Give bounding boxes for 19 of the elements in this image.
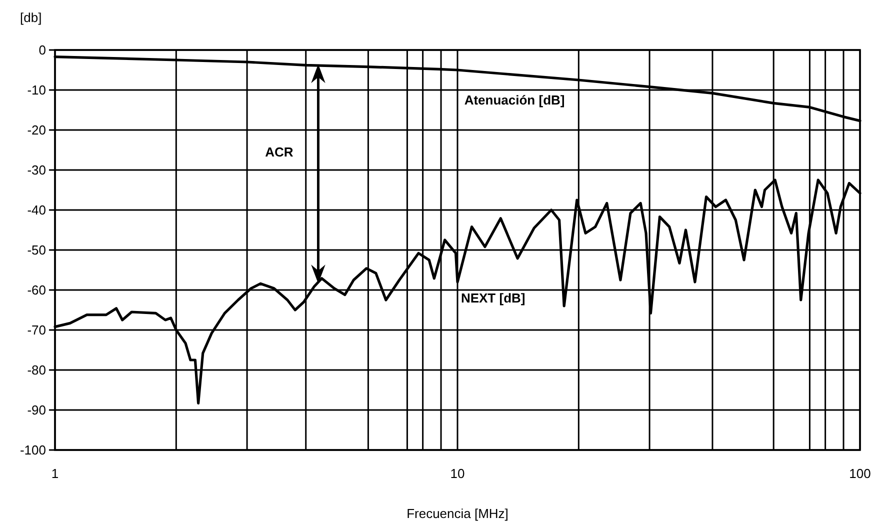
y-tick-label: -100 — [20, 442, 46, 458]
y-tick-label: -20 — [27, 122, 46, 138]
series-label: NEXT [dB] — [460, 290, 526, 306]
y-tick-label: -10 — [27, 82, 46, 98]
x-tick-label: 1 — [51, 466, 59, 481]
y-tick-label: 0 — [38, 42, 46, 58]
annotation: ACR — [265, 144, 294, 160]
y-tick-label: -60 — [27, 282, 46, 298]
series-label: Atenuación [dB] — [464, 92, 565, 108]
y-tick-label: -30 — [27, 162, 46, 178]
x-axis-title: Frecuencia [MHz] — [406, 506, 508, 521]
y-tick-label: -70 — [27, 322, 46, 338]
y-axis-title: [db] — [20, 10, 42, 25]
y-tick-label: -80 — [27, 362, 46, 378]
y-tick-label: -50 — [27, 242, 46, 258]
y-tick-label: -40 — [27, 202, 46, 218]
x-tick-label: 10 — [450, 466, 465, 481]
x-tick-label: 100 — [849, 466, 871, 481]
y-tick-label: -90 — [27, 402, 46, 418]
